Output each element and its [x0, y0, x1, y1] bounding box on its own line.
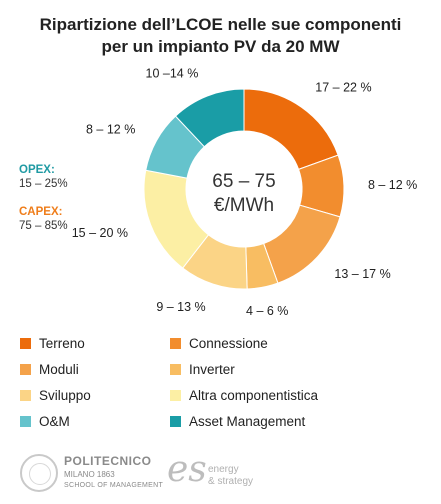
slice-label-altra-componentistica: 15 – 20 %	[72, 226, 128, 240]
legend-swatch	[20, 364, 31, 375]
politecnico-name: POLITECNICO	[64, 454, 152, 468]
es-line-2: & strategy	[208, 476, 254, 487]
slice-label-inverter: 4 – 6 %	[246, 304, 288, 318]
politecnico-logo: POLITECNICO MILANO 1863 SCHOOL OF MANAGE…	[64, 454, 164, 491]
legend-item-connessione: Connessione	[170, 336, 268, 351]
legend-item-terreno: Terreno	[20, 336, 85, 351]
es-line-1: energy	[208, 464, 239, 475]
slice-label-asset-management: 10 –14 %	[146, 67, 199, 81]
legend-swatch	[170, 364, 181, 375]
legend-item-moduli: Moduli	[20, 362, 79, 377]
legend-label: O&M	[39, 414, 70, 429]
center-value: 65 – 75	[212, 171, 275, 192]
slice-label-terreno: 17 – 22 %	[315, 81, 371, 95]
legend-item-sviluppo: Sviluppo	[20, 388, 91, 403]
legend-label: Terreno	[39, 336, 85, 351]
slice-label-connessione: 8 – 12 %	[368, 178, 417, 192]
legend-swatch	[20, 338, 31, 349]
legend-label: Inverter	[189, 362, 235, 377]
legend-swatch	[170, 416, 181, 427]
chart-title-line-1: Ripartizione dell’LCOE nelle sue compone…	[39, 15, 402, 34]
energy-strategy-text: energy & strategy	[208, 464, 253, 488]
politecnico-school: SCHOOL OF MANAGEMENT	[64, 482, 164, 489]
capex-range: 75 – 85%	[19, 220, 68, 232]
legend-swatch	[170, 338, 181, 349]
legend-label: Connessione	[189, 336, 268, 351]
legend-label: Sviluppo	[39, 388, 91, 403]
slice-label-moduli: 13 – 17 %	[334, 267, 390, 281]
legend-swatch	[20, 390, 31, 401]
legend-item-o-m: O&M	[20, 414, 70, 429]
footer-logos: POLITECNICO MILANO 1863 SCHOOL OF MANAGE…	[20, 450, 420, 498]
capex-label: CAPEX: 75 – 85%	[19, 205, 68, 233]
politecnico-city: MILANO 1863	[64, 470, 115, 479]
slice-moduli	[263, 204, 341, 284]
slice-label-o-m: 8 – 12 %	[86, 122, 135, 136]
energy-strategy-logo: es	[167, 449, 207, 490]
center-unit: €/MWh	[214, 195, 274, 216]
slice-terreno	[243, 88, 339, 170]
legend-swatch	[20, 416, 31, 427]
legend-item-inverter: Inverter	[170, 362, 235, 377]
legend-item-asset-management: Asset Management	[170, 414, 305, 429]
slice-asset-management	[174, 88, 245, 148]
legend-label: Asset Management	[189, 414, 306, 429]
capex-name: CAPEX:	[19, 206, 63, 218]
chart-title-line-2: per un impianto PV da 20 MW	[101, 37, 340, 56]
donut-chart: 17 – 22 % 8 – 12 % 13 – 17 % 4 – 6 % 9 – 13 …	[72, 67, 418, 318]
legend-label: Altra componentistica	[189, 388, 319, 403]
politecnico-seal-icon	[20, 454, 58, 492]
slice-label-sviluppo: 9 – 13 %	[156, 300, 205, 314]
opex-name: OPEX:	[19, 164, 55, 176]
legend-swatch	[170, 390, 181, 401]
legend-label: Moduli	[39, 362, 79, 377]
legend-item-altra-componentistica: Altra componentistica	[170, 388, 318, 403]
chart-title: Ripartizione dell’LCOE nelle sue compone…	[0, 14, 441, 58]
opex-range: 15 – 25%	[19, 178, 68, 190]
opex-label: OPEX: 15 – 25%	[19, 163, 68, 191]
